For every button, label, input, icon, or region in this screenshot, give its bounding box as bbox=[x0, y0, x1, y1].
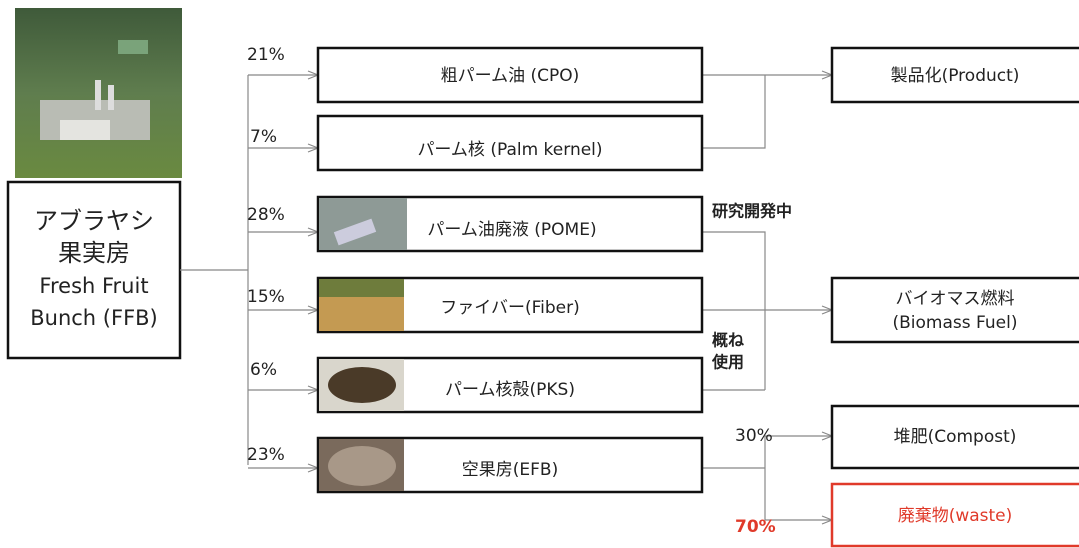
product-boxes bbox=[318, 48, 702, 492]
flow-diagram: アブラヤシ 果実房 Fresh Fruit Bunch (FFB) bbox=[0, 0, 1079, 548]
product-photos bbox=[319, 198, 407, 491]
product-label: パーム油廃液 (POME) bbox=[427, 220, 596, 240]
destination-label: 廃棄物(waste) bbox=[898, 506, 1013, 526]
product-label: 粗パーム油 (CPO) bbox=[441, 66, 580, 86]
product-label: パーム核 (Palm kernel) bbox=[417, 140, 602, 160]
destination-label: (Biomass Fuel) bbox=[893, 313, 1018, 333]
percent-label: 23% bbox=[247, 445, 285, 465]
note: 概ね bbox=[712, 331, 744, 350]
note: 研究開発中 bbox=[712, 202, 792, 221]
percent-label: 15% bbox=[247, 287, 285, 307]
source-line: アブラヤシ bbox=[34, 207, 154, 235]
source-line: Bunch (FFB) bbox=[30, 306, 158, 330]
percent-label: 21% bbox=[247, 45, 285, 65]
source-line: 果実房 bbox=[58, 239, 130, 267]
percent-label: 28% bbox=[247, 205, 285, 225]
split-percent: 30% bbox=[735, 426, 773, 446]
split-percent: 70% bbox=[735, 517, 776, 537]
output-connectors bbox=[702, 75, 832, 520]
destination-label: バイオマス燃料 bbox=[896, 289, 1015, 309]
product-label: ファイバー(Fiber) bbox=[440, 298, 579, 318]
connector bbox=[180, 75, 248, 465]
destination-label: 製品化(Product) bbox=[891, 66, 1020, 86]
plantation-photo bbox=[15, 8, 182, 178]
product-label: パーム核殻(PKS) bbox=[445, 380, 575, 400]
source-line: Fresh Fruit bbox=[39, 274, 148, 298]
product-label: 空果房(EFB) bbox=[462, 460, 558, 480]
percent-label: 6% bbox=[250, 360, 277, 380]
percent-label: 7% bbox=[250, 127, 277, 147]
destination-label: 堆肥(Compost) bbox=[894, 427, 1017, 447]
note: 使用 bbox=[711, 353, 744, 372]
